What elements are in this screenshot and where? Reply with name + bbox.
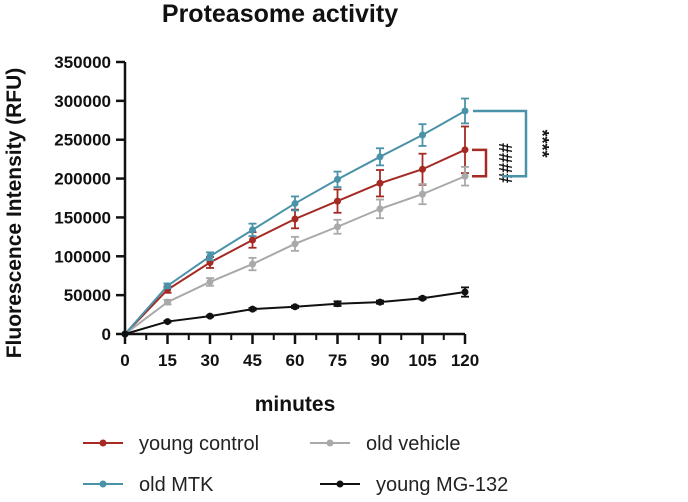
data-point bbox=[376, 179, 384, 187]
data-point bbox=[249, 260, 256, 268]
legend-label: old MTK bbox=[139, 474, 214, 496]
significance-stars: **** bbox=[532, 130, 552, 158]
legend-marker bbox=[326, 439, 334, 447]
legend-item-young-control: young control bbox=[83, 433, 259, 455]
y-tick-label: 350000 bbox=[54, 53, 111, 72]
data-point bbox=[419, 294, 426, 302]
legend-marker bbox=[336, 480, 344, 488]
legend-label: old vehicle bbox=[366, 433, 461, 455]
x-axis-title: minutes bbox=[255, 393, 336, 416]
legend: young control old vehicle old MTK young MG-… bbox=[83, 433, 508, 496]
data-point bbox=[249, 305, 256, 313]
x-tick-label: 15 bbox=[158, 351, 177, 370]
significance-hash: #### bbox=[495, 143, 515, 183]
series-layer bbox=[121, 97, 469, 338]
legend-item-old-vehicle: old vehicle bbox=[310, 433, 461, 455]
x-tick-label: 75 bbox=[328, 351, 347, 370]
data-point bbox=[206, 312, 214, 320]
data-point bbox=[419, 190, 426, 198]
series-old-vehicle bbox=[121, 166, 469, 338]
y-tick-label: 0 bbox=[102, 325, 111, 344]
x-tick-label: 0 bbox=[120, 351, 129, 370]
y-tick-label: 100000 bbox=[54, 247, 111, 266]
data-point bbox=[419, 131, 426, 139]
data-point bbox=[291, 215, 299, 223]
data-point bbox=[164, 298, 171, 306]
x-tick-label: 105 bbox=[408, 351, 436, 370]
data-point bbox=[334, 197, 341, 205]
y-tick-label: 250000 bbox=[54, 131, 111, 150]
data-point bbox=[334, 175, 341, 183]
series-young-mg-132 bbox=[121, 286, 469, 338]
data-point bbox=[291, 199, 299, 207]
data-point bbox=[334, 300, 341, 308]
x-tick-label: 120 bbox=[451, 351, 479, 370]
significance-annotations: #### **** bbox=[472, 109, 552, 183]
data-point bbox=[291, 303, 299, 311]
data-point bbox=[206, 278, 214, 286]
x-tick-label: 90 bbox=[371, 351, 390, 370]
y-tick-label: 200000 bbox=[54, 170, 111, 189]
legend-item-old-mtk: old MTK bbox=[83, 474, 214, 496]
legend-item-young-mg-132: young MG-132 bbox=[320, 474, 508, 496]
legend-label: young MG-132 bbox=[376, 474, 508, 496]
legend-marker bbox=[99, 480, 107, 488]
y-tick-label: 300000 bbox=[54, 92, 111, 111]
axes: 0 50000 100000 150000 200000 250000 300000 3500… bbox=[54, 53, 479, 370]
data-point bbox=[461, 172, 469, 180]
x-tick-label: 30 bbox=[201, 351, 220, 370]
data-point bbox=[461, 146, 469, 154]
data-point bbox=[419, 165, 426, 173]
data-point bbox=[249, 226, 256, 234]
y-tick-label: 150000 bbox=[54, 208, 111, 227]
bracket-old-mtk-vs-old-vehicle bbox=[473, 109, 528, 178]
data-point bbox=[206, 252, 214, 260]
data-point bbox=[376, 298, 384, 306]
legend-marker bbox=[99, 439, 107, 447]
data-point bbox=[164, 282, 171, 290]
legend-label: young control bbox=[139, 433, 259, 455]
data-point bbox=[376, 205, 384, 213]
chart-title: Proteasome activity bbox=[162, 0, 398, 28]
y-tick-label: 50000 bbox=[64, 286, 111, 305]
x-tick-label: 60 bbox=[286, 351, 305, 370]
data-point bbox=[249, 236, 256, 244]
data-point bbox=[164, 318, 171, 326]
data-point bbox=[121, 330, 129, 338]
data-point bbox=[461, 107, 469, 115]
x-tick-label: 45 bbox=[243, 351, 262, 370]
data-point bbox=[461, 288, 469, 296]
data-point bbox=[376, 153, 384, 161]
bracket-young-control-vs-old-vehicle bbox=[472, 148, 488, 178]
y-axis-title: Fluorescence Intensity (RFU) bbox=[3, 68, 26, 359]
data-point bbox=[334, 223, 341, 231]
data-point bbox=[291, 240, 299, 248]
